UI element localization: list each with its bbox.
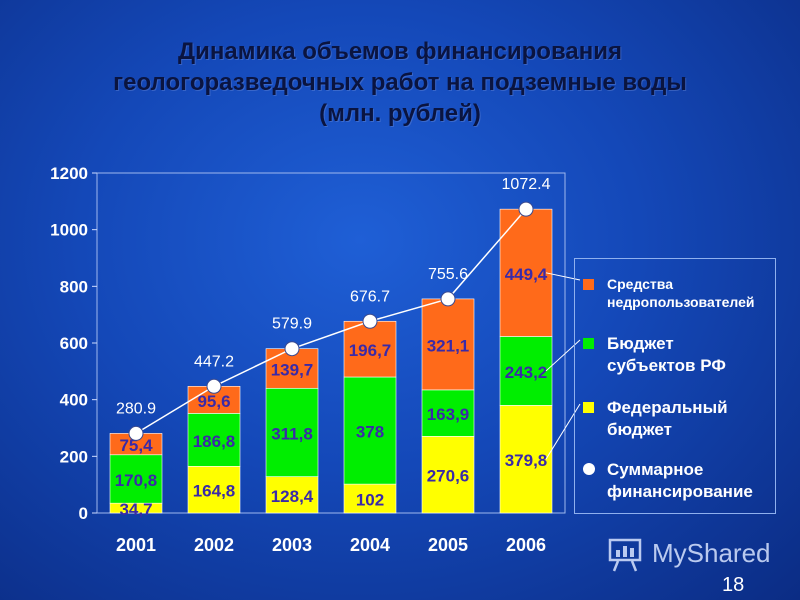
bar-segment: [499, 336, 553, 406]
total-point: [284, 341, 300, 357]
legend-label-subsoil-users-1: Средства: [607, 276, 674, 292]
presentation-board-icon: [608, 538, 642, 572]
bar-data-label: 379,8: [505, 451, 548, 470]
bar-segment: [187, 466, 241, 514]
bar-data-label: 102: [356, 491, 384, 510]
legend-label-total-1: Суммарное: [607, 460, 704, 479]
y-tick-label: 200: [60, 447, 88, 466]
bar-segment: [343, 376, 397, 485]
legend-swatch-federal-budget: [583, 402, 594, 413]
bar-data-label: 95,6: [197, 392, 230, 411]
bar-data-label: 170,8: [115, 471, 158, 490]
watermark-logo: MyShared: [606, 534, 796, 574]
total-label: 579.9: [272, 316, 312, 333]
chart-title: Динамика объемов финансирования геологор…: [40, 36, 760, 129]
total-point: [440, 291, 456, 307]
bar-segment: [265, 387, 319, 477]
total-point: [362, 313, 378, 329]
total-label: 755.6: [428, 266, 468, 283]
title-line-1: Динамика объемов финансирования: [178, 38, 622, 65]
bar-data-label: 270,6: [427, 467, 470, 486]
y-tick-label: 1200: [50, 164, 88, 183]
bar-segment: [187, 413, 241, 467]
bar-data-label: 34,7: [119, 500, 152, 519]
watermark-text: MyShared: [652, 538, 771, 568]
y-tick-label: 1000: [50, 221, 88, 240]
legend-swatch-subsoil-users: [583, 279, 594, 290]
bar-segment: [265, 476, 319, 514]
title-line-2: геологоразведочных работ на подземные во…: [113, 69, 687, 96]
total-label: 280.9: [116, 400, 156, 417]
legend-label-regional-budget-2: субъектов РФ: [607, 356, 726, 375]
total-label: 447.2: [194, 353, 234, 370]
total-label: 1072.4: [502, 176, 551, 193]
total-label: 676.7: [350, 288, 390, 305]
legend-swatch-regional-budget: [583, 338, 594, 349]
x-tick-label: 2002: [194, 535, 234, 555]
bar-segment: [421, 298, 475, 391]
y-tick-label: 800: [60, 277, 88, 296]
bar-data-label: 139,7: [271, 360, 314, 379]
page-number: 18: [722, 574, 745, 596]
bar-data-label: 163,9: [427, 405, 470, 424]
bar-data-label: 311,8: [271, 424, 313, 443]
total-point: [206, 378, 222, 394]
total-point: [518, 201, 534, 217]
bar-data-label: 75,4: [119, 436, 153, 455]
legend-label-subsoil-users-2: недропользователей: [607, 294, 755, 310]
legend-dot-total: [583, 463, 595, 475]
y-tick-label: 400: [60, 391, 88, 410]
bar-segment: [343, 320, 397, 378]
legend-label-federal-budget-1: Федеральный: [607, 398, 728, 417]
bar-segment: [421, 436, 475, 514]
bar-data-label: 378: [356, 423, 384, 442]
y-tick-label: 0: [79, 504, 88, 523]
legend-label-total-2: финансирование: [607, 482, 753, 501]
title-line-3: (млн. рублей): [319, 100, 481, 127]
chart-legend: Средства недропользователей Бюджет субъе…: [574, 258, 776, 514]
legend-label-federal-budget-2: бюджет: [607, 420, 672, 439]
bar-data-label: 243,2: [505, 363, 548, 382]
bar-data-label: 449,4: [505, 265, 548, 284]
x-tick-label: 2005: [428, 535, 468, 555]
bar-data-label: 164,8: [193, 482, 236, 501]
y-tick-label: 600: [60, 334, 88, 353]
x-tick-label: 2003: [272, 535, 312, 555]
x-tick-label: 2001: [116, 535, 156, 555]
legend-label-regional-budget-1: Бюджет: [607, 334, 674, 353]
bar-segment: [421, 389, 475, 437]
bar-data-label: 186,8: [193, 432, 236, 451]
bar-data-label: 196,7: [349, 341, 392, 360]
plot-frame: [96, 172, 566, 514]
bar-segment: [343, 483, 397, 514]
bar-data-label: 321,1: [427, 336, 470, 355]
total-point: [128, 425, 144, 441]
x-tick-label: 2006: [506, 535, 546, 555]
bar-segment: [109, 454, 163, 504]
bar-segment: [499, 405, 553, 514]
total-line: [135, 208, 527, 435]
bar-data-label: 128,4: [271, 487, 314, 506]
x-tick-label: 2004: [350, 535, 390, 555]
